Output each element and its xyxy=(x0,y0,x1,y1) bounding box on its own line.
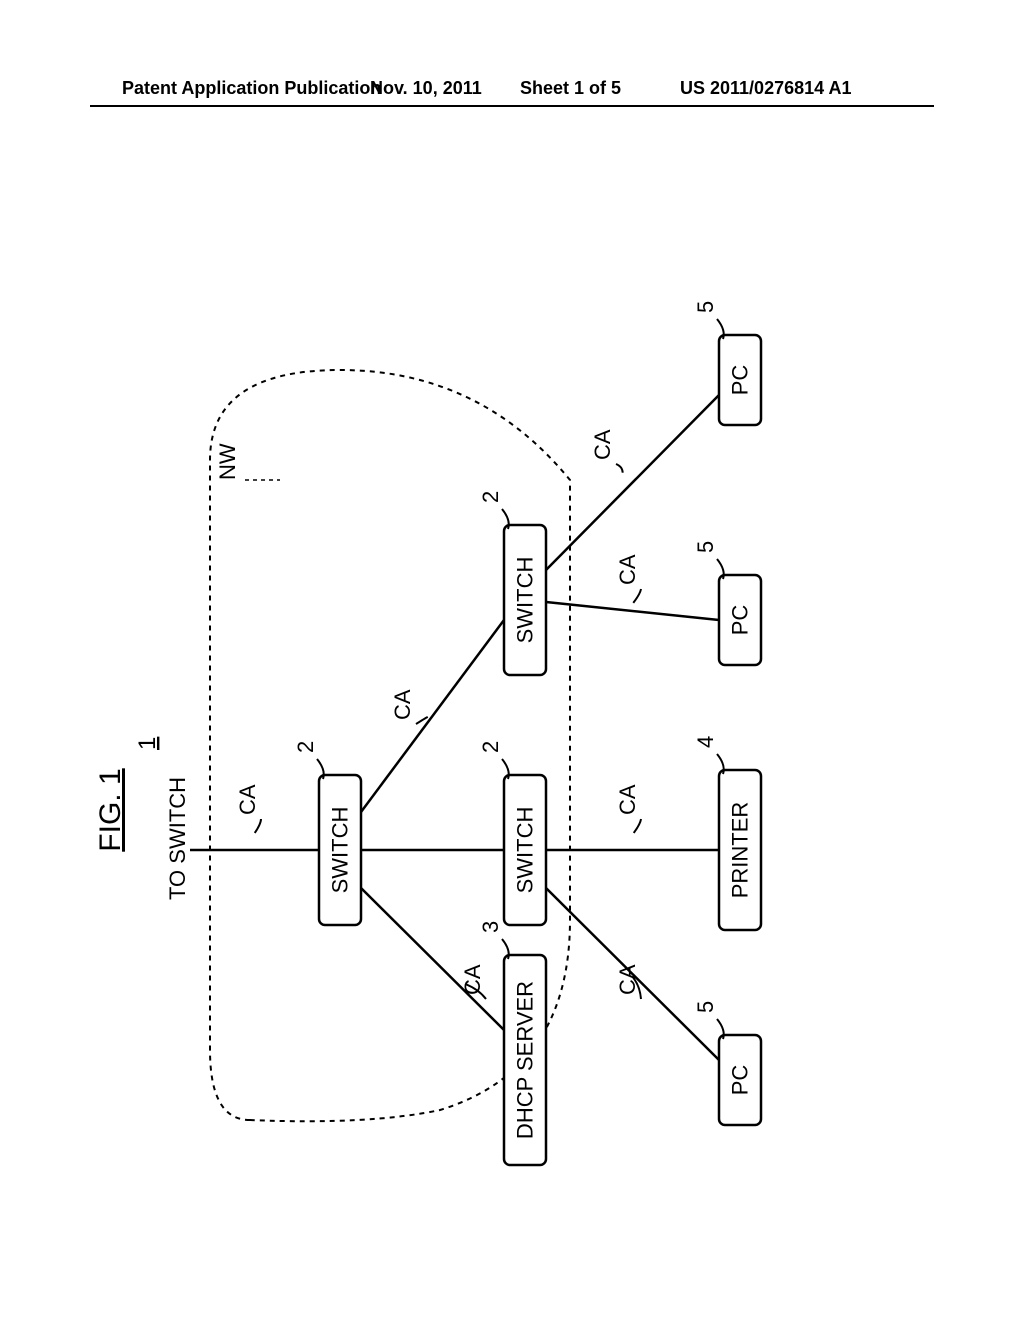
node-pc_m: PC 5 xyxy=(693,541,761,665)
edge-label: CA xyxy=(615,964,640,995)
node-sw_bl: SWITCH 2 xyxy=(478,741,546,925)
node-ref: 3 xyxy=(478,921,503,933)
nw-label: NW xyxy=(215,443,240,480)
header-rule xyxy=(90,105,934,107)
node-printer: PRINTER 4 xyxy=(693,736,761,930)
page: Patent Application Publication Nov. 10, … xyxy=(0,0,1024,1320)
edge xyxy=(361,620,504,812)
node-label: DHCP SERVER xyxy=(513,981,538,1139)
figure-1-container: FIG. 1 1 TO SWITCH NW CA CA CA CA CA CA CA SWI… xyxy=(80,150,940,1250)
edge xyxy=(361,888,504,1030)
node-ref: 2 xyxy=(478,741,503,753)
node-label: SWITCH xyxy=(513,807,538,894)
edges-group: CA CA CA CA CA CA CA xyxy=(190,395,719,1060)
node-sw_br: SWITCH 2 xyxy=(478,491,546,675)
to-switch-label: TO SWITCH xyxy=(165,777,190,900)
node-label: PRINTER xyxy=(728,802,753,899)
edge-label-leader xyxy=(633,589,641,603)
header-date: Nov. 10, 2011 xyxy=(370,78,482,99)
system-ref-label: 1 xyxy=(134,737,161,750)
node-sw_top: SWITCH 2 xyxy=(293,741,361,925)
node-label: PC xyxy=(728,1065,753,1096)
node-pc_l: PC 5 xyxy=(693,1001,761,1125)
edge-label-leader xyxy=(616,464,623,473)
edge-label: CA xyxy=(390,689,415,720)
header-pubno: US 2011/0276814 A1 xyxy=(680,78,851,99)
node-ref: 5 xyxy=(693,1001,718,1013)
node-label: SWITCH xyxy=(513,557,538,644)
nodes-group: SWITCH 2 DHCP SERVER 3 SWITCH 2 SWITCH 2 PC 5 PRIN… xyxy=(293,301,761,1165)
node-ref: 2 xyxy=(478,491,503,503)
edge-label: CA xyxy=(615,784,640,815)
node-ref: 4 xyxy=(693,736,718,748)
node-ref: 5 xyxy=(693,541,718,553)
edge-label: CA xyxy=(590,429,615,460)
edge-label: CA xyxy=(460,964,485,995)
header-publication-type: Patent Application Publication xyxy=(122,78,381,99)
edge-label-leader xyxy=(634,819,641,833)
node-label: SWITCH xyxy=(328,807,353,894)
edge-label: CA xyxy=(235,784,260,815)
edge-label-leader xyxy=(255,819,261,833)
node-ref: 2 xyxy=(293,741,318,753)
figure-1-svg: FIG. 1 1 TO SWITCH NW CA CA CA CA CA CA CA SWI… xyxy=(80,150,940,1250)
node-pc_r: PC 5 xyxy=(693,301,761,425)
edge-label: CA xyxy=(615,554,640,585)
node-label: PC xyxy=(728,365,753,396)
node-label: PC xyxy=(728,605,753,636)
node-ref: 5 xyxy=(693,301,718,313)
edge xyxy=(546,602,719,620)
header-sheet: Sheet 1 of 5 xyxy=(520,78,621,99)
node-dhcp: DHCP SERVER 3 xyxy=(478,921,546,1165)
figure-title: FIG. 1 xyxy=(94,768,127,851)
